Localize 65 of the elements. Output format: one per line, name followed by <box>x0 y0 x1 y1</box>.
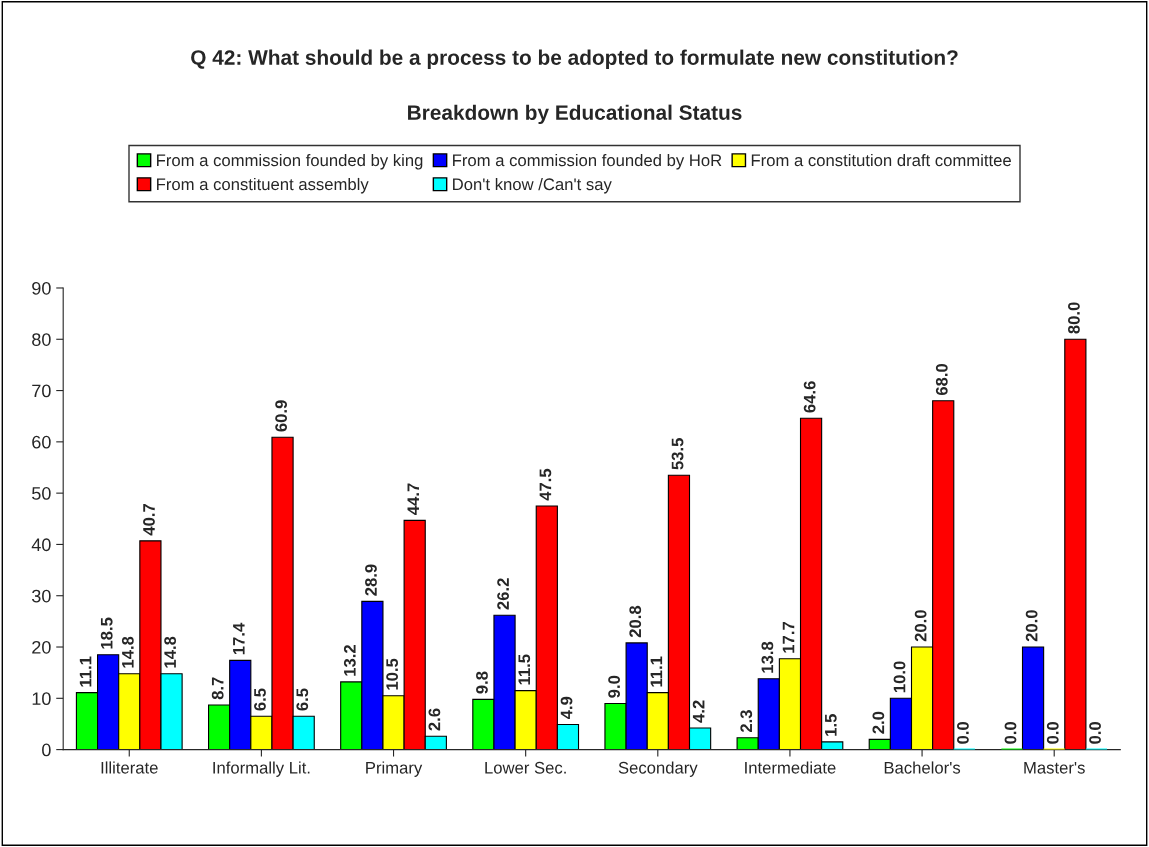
data-label: 44.7 <box>407 483 419 515</box>
legend-label: From a commission founded by HoR <box>453 153 722 170</box>
x-tick-label: Lower Sec. <box>485 761 566 774</box>
data-label: 6.5 <box>296 688 309 711</box>
data-label: 11.5 <box>518 654 531 685</box>
data-label: 4.2 <box>692 700 705 723</box>
y-tick-label: 10 <box>32 692 51 706</box>
data-label: 9.8 <box>476 671 488 694</box>
data-label: 20.0 <box>1025 610 1038 642</box>
data-label: 28.9 <box>365 564 377 596</box>
data-label: 10.5 <box>386 658 399 690</box>
data-label: 0.0 <box>1004 721 1017 744</box>
x-tick-label: Illiterate <box>101 761 158 774</box>
data-label: 18.5 <box>100 617 113 649</box>
x-tick-label: Primary <box>366 761 423 777</box>
legend-label: From a constitution draft committee <box>751 153 1011 167</box>
data-label: 1.5 <box>825 714 837 736</box>
data-label: 17.7 <box>782 621 795 653</box>
y-tick-label: 90 <box>32 281 51 295</box>
x-tick-label: Bachelor's <box>884 761 961 774</box>
data-label: 13.8 <box>761 641 774 673</box>
data-label: 11.1 <box>79 656 92 687</box>
data-label: 14.8 <box>121 636 134 668</box>
legend-label: From a commission founded by king <box>157 153 423 170</box>
data-label: 26.2 <box>497 578 509 610</box>
x-tick-label: Intermediate <box>745 761 836 774</box>
data-label: 4.9 <box>560 696 573 720</box>
data-label: 2.3 <box>740 710 753 733</box>
chart-title: Q 42: What should be a process to be adopted to formulate new constitution? <box>191 49 958 69</box>
data-label: 68.0 <box>935 363 948 396</box>
data-label: 80.0 <box>1068 302 1080 334</box>
chart-subtitle: Breakdown by Educational Status <box>408 104 742 125</box>
data-label: 40.7 <box>143 504 155 536</box>
y-tick-label: 30 <box>32 589 51 603</box>
y-tick-label: 80 <box>32 333 51 346</box>
data-label: 0.0 <box>1046 721 1059 744</box>
data-label: 2.6 <box>428 708 441 731</box>
x-tick-label: Informally Lit. <box>213 761 310 777</box>
data-label: 9.0 <box>608 675 620 698</box>
data-label: 13.2 <box>343 644 356 676</box>
data-label: 0.0 <box>1089 721 1101 744</box>
legend-label: Don't know /Can't say <box>453 177 612 194</box>
data-label: 8.7 <box>211 677 224 700</box>
y-tick-label: 60 <box>32 435 51 449</box>
data-label: 47.5 <box>539 468 552 501</box>
data-label: 11.1 <box>650 656 663 687</box>
y-tick-label: 20 <box>32 640 51 654</box>
y-tick-label: 70 <box>32 384 51 398</box>
data-label: 14.8 <box>164 636 177 668</box>
x-tick-label: Secondary <box>618 761 698 777</box>
data-label: 53.5 <box>671 438 684 470</box>
data-label: 20.8 <box>629 605 642 638</box>
x-tick-label: Master's <box>1024 762 1085 774</box>
data-label: 64.6 <box>803 381 816 413</box>
data-label: 10.0 <box>893 661 906 693</box>
data-label: 2.0 <box>872 711 885 734</box>
data-label: 20.0 <box>914 610 927 642</box>
data-label: 17.4 <box>233 622 245 655</box>
y-tick-label: 40 <box>31 538 51 552</box>
data-label: 60.9 <box>275 400 288 432</box>
y-tick-label: 0 <box>42 743 51 757</box>
y-tick-label: 50 <box>32 487 51 500</box>
legend-label: From a constituent assembly <box>157 177 369 194</box>
data-label: 6.5 <box>254 688 266 711</box>
data-label: 0.0 <box>957 721 969 744</box>
